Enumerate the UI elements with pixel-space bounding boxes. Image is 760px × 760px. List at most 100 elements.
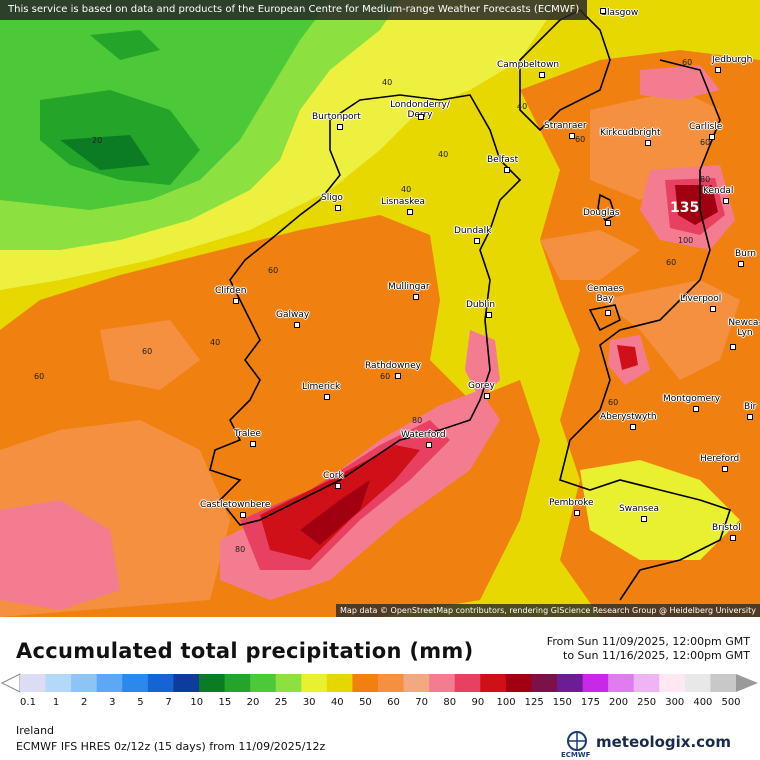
contour-label: 60: [682, 58, 693, 67]
region-label: Ireland: [16, 724, 55, 737]
scale-swatch: [301, 674, 328, 692]
city-marker-icon: [723, 198, 729, 204]
city-label: Lisnaskea: [381, 197, 425, 215]
city-marker-icon: [709, 134, 715, 140]
scale-swatch: [45, 674, 72, 692]
scale-tick-label: 3: [109, 697, 116, 708]
city-label: Newca- Lyn: [727, 318, 760, 350]
city-marker-icon: [600, 8, 606, 14]
scale-min-arrow-icon: [0, 673, 21, 693]
scale-swatch: [378, 674, 405, 692]
city-marker-icon: [335, 205, 341, 211]
contour-label: 60: [666, 258, 677, 267]
contour-label: 20: [92, 136, 103, 145]
scale-swatch: [531, 674, 558, 692]
city-marker-icon: [605, 220, 611, 226]
scale-tick-label: 25: [274, 697, 288, 708]
city-label: Gorey: [468, 381, 495, 399]
scale-tick-label: 30: [302, 697, 316, 708]
scale-tick-label: 50: [359, 697, 372, 708]
city-label: Hereford: [700, 454, 739, 472]
scale-swatch: [352, 674, 379, 692]
city-marker-icon: [605, 310, 611, 316]
scale-tick-label: 0.1: [20, 697, 36, 708]
city-marker-icon: [486, 312, 492, 318]
scale-tick-label: 300: [665, 697, 685, 708]
city-marker-icon: [484, 393, 490, 399]
scale-tick-label: 60: [387, 697, 400, 708]
city-marker-icon: [738, 261, 744, 267]
city-label: Limerick: [302, 382, 340, 400]
color-scale-ticks: 0.1 1 2 3 5 7 10 15 20 25 30 40 50 60 70 80 90 100 125 150 1…: [0, 697, 760, 711]
scale-tick-label: 5: [137, 697, 144, 708]
scale-tick-label: 125: [524, 697, 544, 708]
scale-tick-label: 500: [721, 697, 741, 708]
city-marker-icon: [569, 133, 575, 139]
scale-swatch: [96, 674, 123, 692]
precipitation-field: [0, 0, 760, 617]
time-range-to: to Sun 11/16/2025, 12:00pm GMT: [563, 649, 750, 662]
contour-label: 60: [380, 372, 391, 381]
city-marker-icon: [337, 124, 343, 130]
city-label: Pembroke: [549, 498, 594, 516]
contour-label: 60: [575, 135, 586, 144]
scale-swatch: [250, 674, 277, 692]
scale-swatch: [326, 674, 353, 692]
city-label: Montgomery: [663, 394, 720, 412]
city-label: Kirkcudbright: [600, 128, 661, 146]
scale-swatch: [173, 674, 200, 692]
city-marker-icon: [722, 466, 728, 472]
city-marker-icon: [474, 238, 480, 244]
city-marker-icon: [240, 512, 246, 518]
precipitation-map[interactable]: This service is based on data and produc…: [0, 0, 760, 617]
scale-tick-label: 7: [165, 697, 172, 708]
map-attribution[interactable]: Map data © OpenStreetMap contributors, r…: [336, 604, 760, 617]
contour-label: 60: [34, 372, 45, 381]
city-label: Bristol: [712, 523, 741, 541]
contour-label: 40: [517, 102, 528, 111]
scale-swatch: [710, 674, 737, 692]
city-label: Dublin: [466, 300, 495, 318]
contour-label: 60: [700, 138, 711, 147]
scale-swatch: [454, 674, 481, 692]
contour-label: 40: [438, 150, 449, 159]
city-label: Burn: [735, 249, 756, 267]
scale-swatch: [20, 674, 47, 692]
city-label: Dundalk: [454, 226, 491, 244]
city-label: Glasgow: [600, 8, 639, 18]
scale-swatch: [480, 674, 507, 692]
city-label: Swansea: [619, 504, 659, 522]
scale-tick-label: 400: [693, 697, 713, 708]
city-marker-icon: [574, 510, 580, 516]
contour-label: 40: [382, 78, 393, 87]
scale-tick-label: 20: [246, 697, 260, 708]
map-title: Accumulated total precipitation (mm): [16, 639, 474, 663]
city-marker-icon: [645, 140, 651, 146]
scale-swatch: [557, 674, 584, 692]
contour-label: 80: [235, 545, 246, 554]
city-marker-icon: [426, 442, 432, 448]
scale-swatch: [659, 674, 686, 692]
scale-tick-label: 80: [443, 697, 457, 708]
city-label: Cork: [323, 471, 344, 489]
scale-swatch: [633, 674, 660, 692]
contour-label: 60: [268, 266, 279, 275]
city-marker-icon: [693, 406, 699, 412]
scale-swatch: [608, 674, 635, 692]
city-marker-icon: [730, 344, 736, 350]
scale-tick-label: 100: [496, 697, 516, 708]
city-marker-icon: [407, 209, 413, 215]
meteologix-brand[interactable]: meteologix.com: [596, 733, 731, 751]
contour-label: 80: [412, 416, 423, 425]
city-marker-icon: [294, 322, 300, 328]
city-label: Jedburgh: [712, 55, 752, 73]
scale-swatch: [275, 674, 302, 692]
scale-swatch: [147, 674, 174, 692]
city-marker-icon: [418, 114, 424, 120]
contour-label: 80: [700, 175, 711, 184]
ecmwf-notice-banner: This service is based on data and produc…: [0, 0, 588, 20]
city-marker-icon: [324, 394, 330, 400]
city-label: Campbeltown: [497, 60, 559, 78]
city-marker-icon: [715, 67, 721, 73]
scale-swatch: [71, 674, 98, 692]
